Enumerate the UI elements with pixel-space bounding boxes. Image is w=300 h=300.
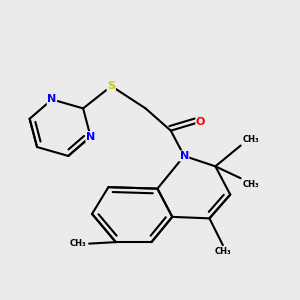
Text: N: N bbox=[47, 94, 56, 104]
Text: S: S bbox=[107, 81, 116, 91]
Text: N: N bbox=[86, 132, 95, 142]
Text: O: O bbox=[196, 117, 205, 127]
Text: CH₃: CH₃ bbox=[242, 180, 259, 189]
Text: CH₃: CH₃ bbox=[70, 239, 87, 248]
Text: CH₃: CH₃ bbox=[214, 247, 231, 256]
Text: CH₃: CH₃ bbox=[242, 135, 259, 144]
Text: N: N bbox=[180, 151, 189, 161]
